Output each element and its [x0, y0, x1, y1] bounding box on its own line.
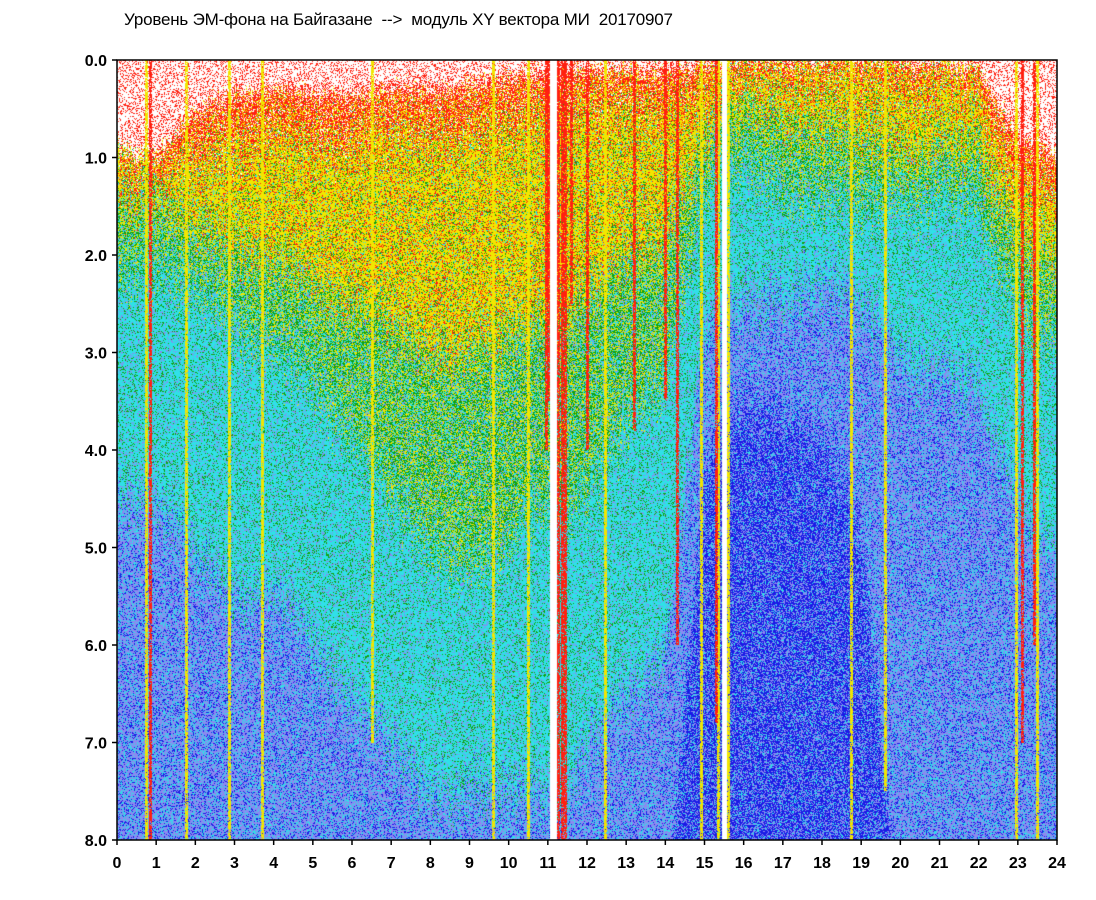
- x-tick-label: 10: [500, 855, 518, 872]
- y-tick-label: 6.0: [85, 638, 107, 655]
- y-tick-label: 7.0: [85, 736, 107, 753]
- x-tick-label: 3: [230, 855, 239, 872]
- x-tick-label: 17: [774, 855, 792, 872]
- chart-title: Уровень ЭМ-фона на Байгазане --> модуль …: [124, 10, 673, 29]
- x-tick-label: 2: [191, 855, 200, 872]
- y-tick-label: 1.0: [85, 151, 107, 168]
- x-tick-label: 6: [348, 855, 357, 872]
- x-tick-label: 9: [465, 855, 474, 872]
- x-axis: 0 1 2 3 4 5 6 7 8 9 10 11 12 13 14 15 16 17 18 19 20 21 22 23 24: [113, 840, 1066, 872]
- y-tick-label: 3.0: [85, 346, 107, 363]
- x-tick-label: 24: [1048, 855, 1066, 872]
- x-tick-label: 0: [113, 855, 122, 872]
- x-tick-label: 19: [852, 855, 870, 872]
- x-tick-label: 21: [931, 855, 949, 872]
- y-tick-label: 4.0: [85, 443, 107, 460]
- x-tick-label: 13: [617, 855, 635, 872]
- heatmap-image: [117, 60, 1057, 840]
- x-tick-label: 22: [970, 855, 988, 872]
- x-tick-label: 1: [152, 855, 161, 872]
- y-axis: 0.0 1.0 2.0 3.0 4.0 5.0 6.0 7.0 8.0: [85, 53, 117, 850]
- x-tick-label: 7: [387, 855, 396, 872]
- y-tick-label: 2.0: [85, 248, 107, 265]
- x-tick-label: 16: [735, 855, 753, 872]
- x-tick-label: 20: [891, 855, 909, 872]
- y-tick-label: 8.0: [85, 833, 107, 850]
- x-tick-label: 18: [813, 855, 831, 872]
- heatmap-area: [117, 60, 1057, 840]
- x-tick-label: 11: [539, 855, 556, 872]
- x-tick-label: 8: [426, 855, 435, 872]
- x-tick-label: 15: [696, 855, 714, 872]
- y-tick-label: 0.0: [85, 53, 107, 70]
- x-tick-label: 5: [308, 855, 317, 872]
- x-tick-label: 4: [269, 855, 278, 872]
- y-tick-label: 5.0: [85, 541, 107, 558]
- x-tick-label: 14: [656, 855, 674, 872]
- x-tick-label: 23: [1009, 855, 1027, 872]
- x-tick-label: 12: [578, 855, 596, 872]
